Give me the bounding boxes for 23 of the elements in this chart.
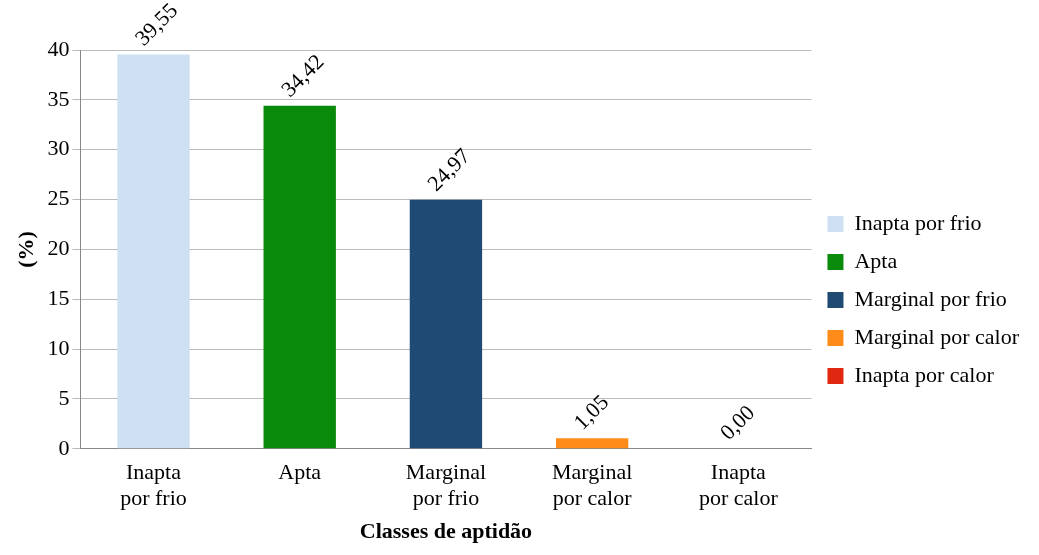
y-tick-label: 30 [47, 135, 70, 161]
legend-label: Inapta por calor [854, 361, 995, 387]
y-tick-label: 20 [47, 235, 70, 261]
y-tick-label: 0 [58, 434, 70, 460]
y-tick-label: 5 [58, 384, 70, 410]
data-label: 0,00 [714, 399, 760, 445]
y-tick-label: 10 [47, 334, 70, 360]
legend-label: Apta [854, 247, 898, 273]
x-tick-label: Marginal por frio [405, 458, 487, 511]
x-axis-title: Classes de aptidão [359, 518, 533, 544]
y-tick-label: 25 [47, 185, 70, 211]
x-tick-label: Inapta por calor [698, 458, 779, 511]
data-label: 1,05 [568, 389, 614, 435]
y-tick-label: 15 [47, 285, 70, 311]
y-axis-title: (%) [12, 231, 38, 268]
x-tick-label: Inapta por frio [120, 458, 187, 511]
x-tick-label: Marginal por calor [552, 458, 633, 511]
x-tick-label: Apta [278, 458, 322, 484]
legend-label: Inapta por frio [854, 209, 982, 235]
y-tick-label: 35 [47, 85, 70, 111]
y-tick-label: 40 [47, 35, 70, 61]
legend-label: Marginal por calor [854, 323, 1020, 349]
legend-label: Marginal por frio [854, 285, 1007, 311]
